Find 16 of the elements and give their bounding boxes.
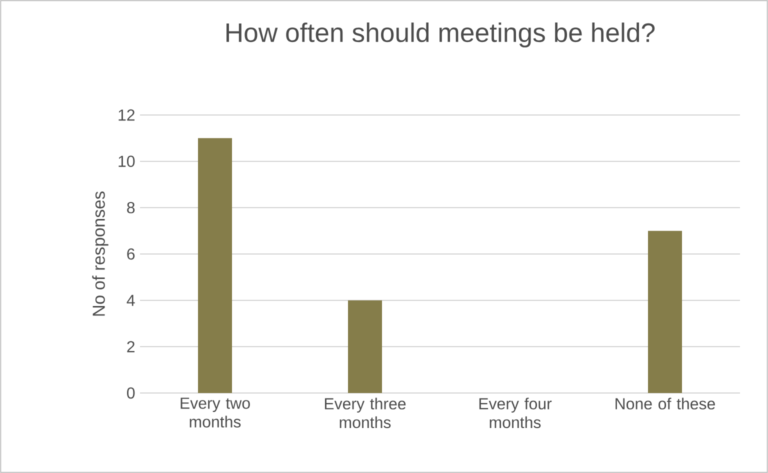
x-tick-label: Every two months xyxy=(180,398,250,428)
y-tick-label: 8 xyxy=(127,202,135,214)
bar xyxy=(348,300,382,393)
y-tick-label: 4 xyxy=(126,294,135,306)
y-tick-label: 6 xyxy=(127,248,135,260)
x-tick-label: Every four months xyxy=(479,398,552,428)
x-tick-label: Every three months xyxy=(324,398,406,428)
y-tick-label: 12 xyxy=(118,109,134,121)
chart-title: How often should meetings be held? xyxy=(226,22,655,48)
bar xyxy=(198,138,232,393)
y-tick-label: 10 xyxy=(118,156,135,167)
y-axis-title: No of responses xyxy=(92,192,108,316)
x-tick-label: None of these xyxy=(616,398,715,410)
y-tick-label: 2 xyxy=(127,341,134,352)
bar xyxy=(648,230,682,393)
y-tick-label: 0 xyxy=(127,387,135,399)
